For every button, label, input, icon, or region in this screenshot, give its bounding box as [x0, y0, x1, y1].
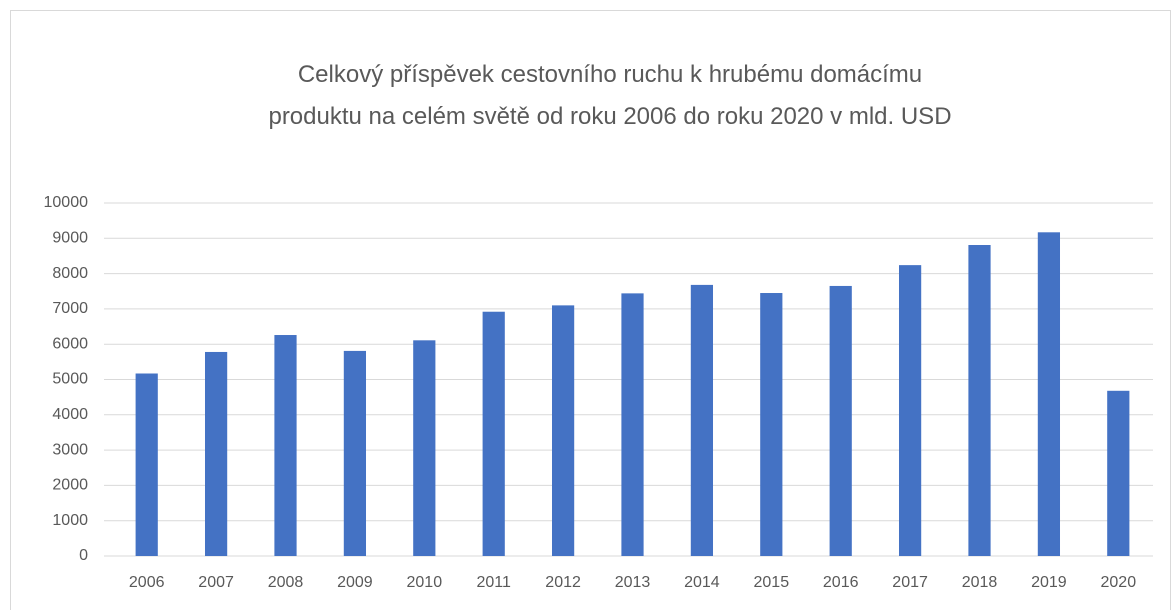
x-tick-label: 2018 [962, 574, 998, 591]
x-tick-label: 2011 [476, 574, 511, 591]
chart-title: Celkový příspěvek cestovního ruchu k hru… [268, 61, 952, 130]
y-tick-label: 3000 [52, 441, 88, 458]
bar [343, 350, 367, 556]
x-tick-label: 2010 [407, 574, 443, 591]
x-tick-label: 2008 [268, 574, 304, 591]
y-tick-label: 1000 [52, 512, 88, 529]
bar [482, 311, 505, 556]
bar [829, 285, 852, 556]
x-tick-label: 2016 [823, 574, 859, 591]
x-tick-label: 2007 [198, 574, 234, 591]
x-tick-label: 2019 [1031, 574, 1067, 591]
bar [135, 373, 158, 556]
bar [1037, 232, 1061, 556]
y-tick-label: 2000 [52, 477, 88, 494]
bar [968, 245, 991, 556]
bar [1107, 390, 1130, 556]
y-tick-label: 7000 [52, 300, 88, 317]
y-tick-label: 5000 [52, 371, 88, 388]
bar [204, 351, 228, 556]
x-tick-label: 2006 [129, 574, 165, 591]
y-tick-label: 9000 [52, 230, 88, 247]
y-tick-label: 10000 [44, 194, 89, 211]
bar [898, 265, 922, 556]
x-tick-label: 2013 [615, 574, 651, 591]
y-tick-label: 0 [79, 547, 88, 564]
x-tick-label: 2014 [684, 574, 720, 591]
x-tick-label: 2020 [1101, 574, 1137, 591]
y-tick-label: 8000 [52, 265, 88, 282]
bar [274, 335, 297, 556]
x-tick-label: 2009 [337, 574, 373, 591]
bar [621, 293, 644, 556]
x-tick-label: 2015 [754, 574, 790, 591]
x-tick-label: 2017 [892, 574, 928, 591]
x-tick-label: 2012 [545, 574, 581, 591]
bar [413, 340, 436, 556]
bar [690, 284, 714, 556]
y-tick-label: 6000 [52, 335, 88, 352]
bar [760, 293, 783, 556]
y-tick-label: 4000 [52, 406, 88, 423]
bar [551, 305, 575, 556]
